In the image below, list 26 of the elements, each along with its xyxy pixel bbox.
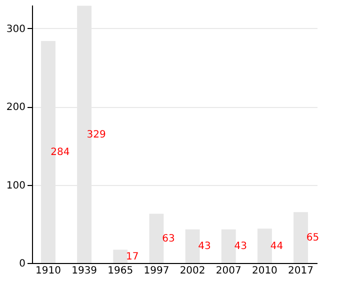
data-label: 43	[234, 241, 247, 252]
bar	[221, 229, 236, 263]
x-tick-label: 1910	[36, 266, 61, 276]
data-label: 63	[162, 233, 175, 244]
data-label: 65	[306, 232, 320, 244]
bar	[257, 228, 272, 263]
x-tick-label: 1939	[72, 266, 98, 276]
bar	[149, 214, 164, 263]
bar	[113, 250, 128, 263]
y-tick-label: 300	[6, 24, 26, 35]
y-tick-label: 100	[6, 180, 26, 192]
data-label: 329	[86, 129, 106, 140]
bar	[294, 212, 308, 263]
data-label: 17	[126, 251, 139, 262]
x-tick-label: 2017	[288, 266, 314, 276]
y-tick-label: 0	[19, 258, 26, 270]
x-tick-label: 1997	[144, 266, 170, 276]
x-tick-label: 1965	[108, 266, 134, 276]
x-tick-label: 2002	[180, 266, 206, 276]
y-tick-label: 200	[6, 102, 26, 114]
bar	[185, 229, 200, 263]
data-label: 43	[198, 241, 211, 252]
data-label: 284	[50, 146, 70, 158]
x-tick-label: 2007	[216, 266, 242, 276]
x-tick-label: 2010	[252, 266, 278, 276]
data-label: 44	[270, 240, 284, 252]
